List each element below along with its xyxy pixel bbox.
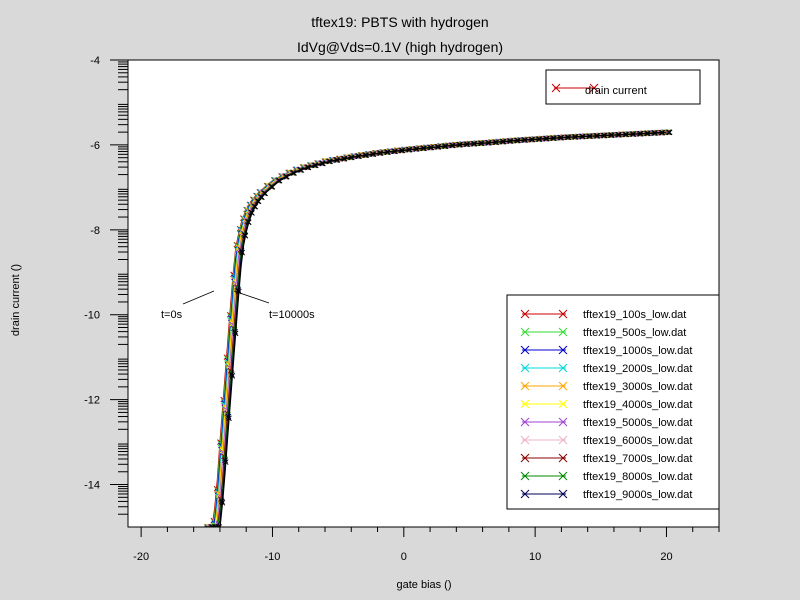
legend-item-label: tftex19_7000s_low.dat xyxy=(583,453,692,465)
y-axis: -4 -6 -8 -10 -12 -14 xyxy=(84,55,128,515)
x-tick-label: 0 xyxy=(401,551,407,563)
legend-item: tftex19_6000s_low.dat xyxy=(520,435,692,447)
y-tick-label: -12 xyxy=(84,395,100,407)
legend-item-label: tftex19_500s_low.dat xyxy=(583,327,686,339)
x-tick-label: 10 xyxy=(529,551,541,563)
y-tick-label: -4 xyxy=(90,55,100,67)
legend-item: tftex19_2000s_low.dat xyxy=(520,363,692,375)
annotation-t0-label: t=0s xyxy=(161,309,183,321)
chart-subtitle: IdVg@Vds=0.1V (high hydrogen) xyxy=(297,39,503,55)
y-tick-label: -10 xyxy=(84,310,100,322)
final-curve xyxy=(204,129,673,527)
chart-title: tftex19: PBTS with hydrogen xyxy=(311,14,488,30)
legend-top: drain current xyxy=(545,69,701,105)
legend-item-label: tftex19_2000s_low.dat xyxy=(583,363,692,375)
legend-item: tftex19_1000s_low.dat xyxy=(520,345,692,357)
legend-top-swatch xyxy=(551,83,599,93)
legend-top-box xyxy=(545,69,701,105)
legend-item: tftex19_100s_low.dat xyxy=(520,309,686,321)
y-tick-label: -14 xyxy=(84,480,100,492)
legend-item-label: tftex19_8000s_low.dat xyxy=(583,471,692,483)
y-axis-label: drain current () xyxy=(10,264,22,336)
x-axis: -20 -10 0 10 20 xyxy=(133,527,720,563)
legend-item: tftex19_500s_low.dat xyxy=(520,327,686,339)
legend-item: tftex19_7000s_low.dat xyxy=(520,453,692,465)
legend-item-label: tftex19_5000s_low.dat xyxy=(583,417,692,429)
legend-item-label: tftex19_1000s_low.dat xyxy=(583,345,692,357)
legend-item-label: tftex19_9000s_low.dat xyxy=(583,489,692,501)
y-tick-label: -8 xyxy=(90,225,100,237)
legend-item-label: tftex19_6000s_low.dat xyxy=(583,435,692,447)
legend-item-label: tftex19_100s_low.dat xyxy=(583,309,686,321)
x-tick-label: -10 xyxy=(265,551,281,563)
legend-item: tftex19_5000s_low.dat xyxy=(520,417,692,429)
x-tick-label: -20 xyxy=(133,551,149,563)
y-tick-label: -6 xyxy=(90,140,100,152)
annotation-t10000-leader xyxy=(233,290,270,304)
legend-item-label: tftex19_3000s_low.dat xyxy=(583,381,692,393)
legend-item: tftex19_9000s_low.dat xyxy=(520,489,692,501)
annotation-t0: t=0s xyxy=(161,290,215,321)
plot-curves xyxy=(203,129,673,527)
legend-item: tftex19_8000s_low.dat xyxy=(520,471,692,483)
x-axis-label: gate bias () xyxy=(396,579,451,591)
legend-main: tftex19_100s_low.dat tftex19_500s_low.dat… xyxy=(506,294,720,510)
annotation-t10000: t=10000s xyxy=(233,290,315,321)
legend-main-box xyxy=(506,294,720,510)
annotation-t10000-label: t=10000s xyxy=(269,309,315,321)
legend-item-label: tftex19_4000s_low.dat xyxy=(583,399,692,411)
legend-top-label: drain current xyxy=(585,85,647,97)
legend-item: tftex19_4000s_low.dat xyxy=(520,399,692,411)
x-tick-label: 20 xyxy=(660,551,672,563)
annotation-t0-leader xyxy=(182,290,215,305)
legend-item: tftex19_3000s_low.dat xyxy=(520,381,692,393)
